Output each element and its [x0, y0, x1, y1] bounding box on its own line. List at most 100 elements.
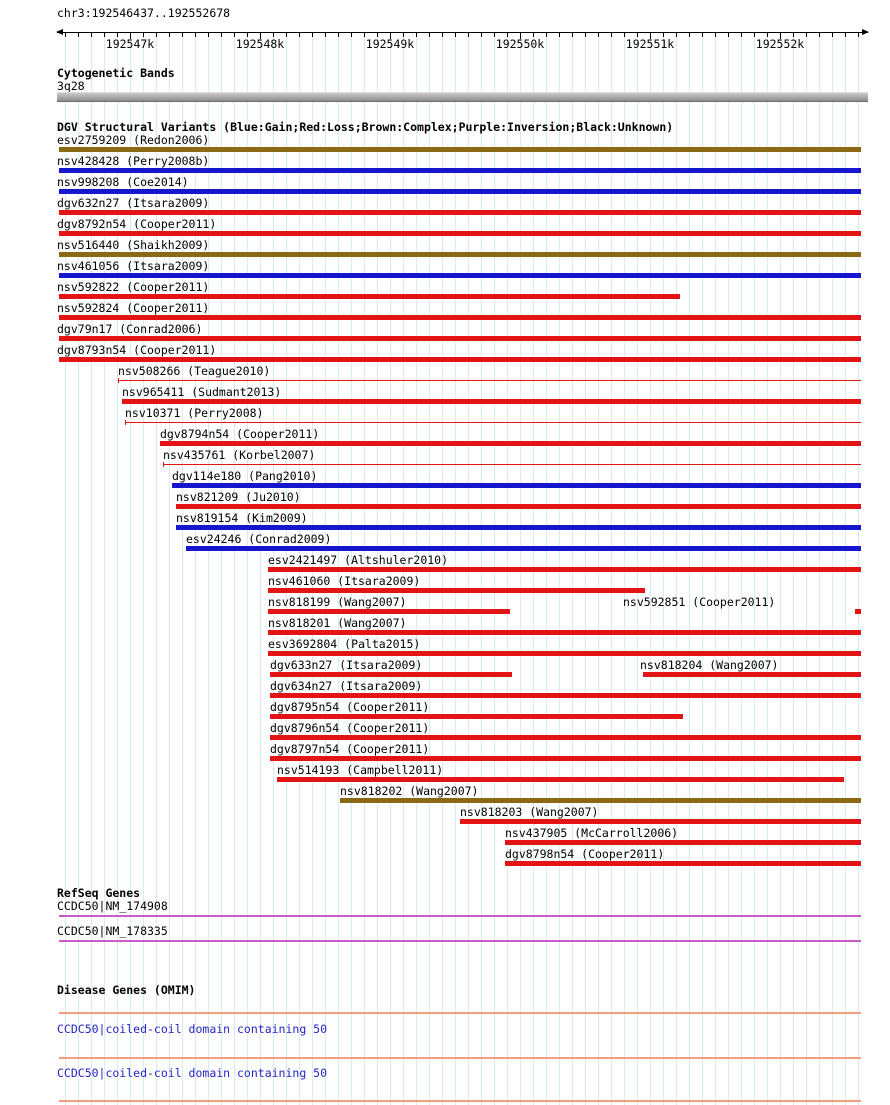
ruler-minor-tick — [533, 33, 534, 37]
ruler-minor-tick — [559, 33, 560, 37]
variant-label[interactable]: nsv461060 (Itsara2009) — [268, 574, 421, 588]
ruler-minor-tick — [338, 33, 339, 37]
variant-label[interactable]: nsv516440 (Shaikh2009) — [57, 238, 210, 252]
refseq-gene-line[interactable] — [59, 915, 861, 917]
variant-bar[interactable] — [176, 504, 861, 509]
variant-bar[interactable] — [505, 840, 861, 845]
variant-bar[interactable] — [59, 210, 861, 215]
variant-bar[interactable] — [59, 315, 861, 320]
variant-bar[interactable] — [270, 756, 861, 761]
variant-bar[interactable] — [186, 546, 861, 551]
ruler-major-tick — [650, 33, 651, 39]
variant-bar[interactable] — [270, 735, 861, 740]
omim-gene-label[interactable]: CCDC50|coiled-coil domain containing 50 — [57, 1022, 328, 1036]
ruler-minor-tick — [637, 33, 638, 37]
variant-label[interactable]: dgv114e180 (Pang2010) — [172, 469, 318, 483]
variant-label[interactable]: dgv634n27 (Itsara2009) — [270, 679, 423, 693]
variant-label[interactable]: dgv8792n54 (Cooper2011) — [57, 217, 217, 231]
variant-label[interactable]: dgv8796n54 (Cooper2011) — [270, 721, 430, 735]
variant-label[interactable]: nsv818203 (Wang2007) — [460, 805, 599, 819]
ruler-minor-tick — [832, 33, 833, 37]
variant-bar[interactable] — [268, 567, 861, 572]
variant-bar[interactable] — [460, 819, 861, 824]
variant-bar[interactable] — [118, 380, 861, 381]
variant-label[interactable]: esv24246 (Conrad2009) — [186, 532, 332, 546]
variant-bar[interactable] — [643, 672, 861, 677]
variant-bar[interactable] — [270, 714, 683, 719]
variant-label[interactable]: nsv998208 (Coe2014) — [57, 175, 189, 189]
refseq-gene-label[interactable]: CCDC50|NM_178335 — [57, 924, 168, 938]
variant-bar[interactable] — [505, 861, 861, 866]
variant-label[interactable]: nsv592851 (Cooper2011) — [623, 595, 776, 609]
variant-label[interactable]: nsv965411 (Sudmant2013) — [122, 385, 282, 399]
variant-label[interactable]: dgv8795n54 (Cooper2011) — [270, 700, 430, 714]
ruler-minor-tick — [91, 33, 92, 37]
ruler-minor-tick — [611, 33, 612, 37]
variant-label[interactable]: nsv592822 (Cooper2011) — [57, 280, 210, 294]
variant-bar[interactable] — [268, 651, 861, 656]
variant-label[interactable]: nsv819154 (Kim2009) — [176, 511, 308, 525]
variant-label[interactable]: dgv8793n54 (Cooper2011) — [57, 343, 217, 357]
variant-label[interactable]: esv3692804 (Palta2015) — [268, 637, 421, 651]
variant-label[interactable]: dgv79n17 (Conrad2006) — [57, 322, 203, 336]
omim-gene-line[interactable] — [59, 1012, 861, 1014]
ruler-minor-tick — [715, 33, 716, 37]
ruler-minor-tick — [507, 33, 508, 37]
ruler-minor-tick — [325, 33, 326, 37]
variant-label[interactable]: nsv592824 (Cooper2011) — [57, 301, 210, 315]
variant-bar[interactable] — [163, 464, 861, 465]
omim-gene-label[interactable]: CCDC50|coiled-coil domain containing 50 — [57, 1066, 328, 1080]
ruler-minor-tick — [455, 33, 456, 37]
variant-label[interactable]: nsv821209 (Ju2010) — [176, 490, 301, 504]
variant-bar[interactable] — [59, 273, 861, 278]
variant-label[interactable]: dgv632n27 (Itsara2009) — [57, 196, 210, 210]
variant-bar[interactable] — [268, 630, 861, 635]
variant-bar[interactable] — [59, 294, 680, 299]
variant-label[interactable]: nsv818199 (Wang2007) — [268, 595, 407, 609]
omim-gene-line[interactable] — [59, 1057, 861, 1059]
variant-bar[interactable] — [59, 336, 861, 341]
region-position-label: chr3:192546437..192552678 — [57, 6, 231, 20]
variant-label[interactable]: nsv514193 (Campbell2011) — [277, 763, 444, 777]
ruler-minor-tick — [754, 33, 755, 37]
variant-bar[interactable] — [59, 357, 861, 362]
variant-label[interactable]: esv2759209 (Redon2006) — [57, 133, 210, 147]
variant-bar[interactable] — [855, 609, 861, 614]
variant-label[interactable]: dgv8797n54 (Cooper2011) — [270, 742, 430, 756]
variant-label[interactable]: dgv8794n54 (Cooper2011) — [160, 427, 320, 441]
variant-bar[interactable] — [172, 483, 861, 488]
variant-bar[interactable] — [176, 525, 861, 530]
ruler-minor-tick — [546, 33, 547, 37]
variant-label[interactable]: nsv818201 (Wang2007) — [268, 616, 407, 630]
variant-label[interactable]: dgv633n27 (Itsara2009) — [270, 658, 423, 672]
omim-gene-line[interactable] — [59, 1100, 861, 1102]
variant-bar[interactable] — [59, 231, 861, 236]
refseq-gene-line[interactable] — [59, 940, 861, 942]
variant-bar[interactable] — [59, 252, 861, 257]
variant-label[interactable]: nsv10371 (Perry2008) — [125, 406, 264, 420]
variant-bar[interactable] — [270, 672, 512, 677]
variant-bar[interactable] — [270, 693, 861, 698]
variant-bar[interactable] — [340, 798, 861, 803]
variant-label[interactable]: nsv508266 (Teague2010) — [118, 364, 271, 378]
variant-label[interactable]: nsv461056 (Itsara2009) — [57, 259, 210, 273]
variant-label[interactable]: esv2421497 (Altshuler2010) — [268, 553, 449, 567]
variant-bar[interactable] — [277, 777, 844, 782]
variant-bar[interactable] — [268, 609, 510, 614]
ruler-minor-tick — [364, 33, 365, 37]
variant-bar[interactable] — [160, 441, 861, 446]
variant-label[interactable]: nsv435761 (Korbel2007) — [163, 448, 316, 462]
variant-label[interactable]: nsv437905 (McCarroll2006) — [505, 826, 679, 840]
variant-label[interactable]: nsv428428 (Perry2008b) — [57, 154, 210, 168]
variant-bar[interactable] — [59, 147, 861, 152]
variant-bar[interactable] — [122, 399, 861, 404]
variant-label[interactable]: nsv818204 (Wang2007) — [640, 658, 779, 672]
variant-bar[interactable] — [268, 588, 645, 593]
variant-label[interactable]: nsv818202 (Wang2007) — [340, 784, 479, 798]
variant-bar[interactable] — [59, 168, 861, 173]
refseq-section-title: RefSeq Genes — [57, 886, 141, 900]
refseq-gene-label[interactable]: CCDC50|NM_174908 — [57, 899, 168, 913]
variant-bar[interactable] — [59, 189, 861, 194]
variant-bar[interactable] — [125, 422, 861, 423]
variant-label[interactable]: dgv8798n54 (Cooper2011) — [505, 847, 665, 861]
